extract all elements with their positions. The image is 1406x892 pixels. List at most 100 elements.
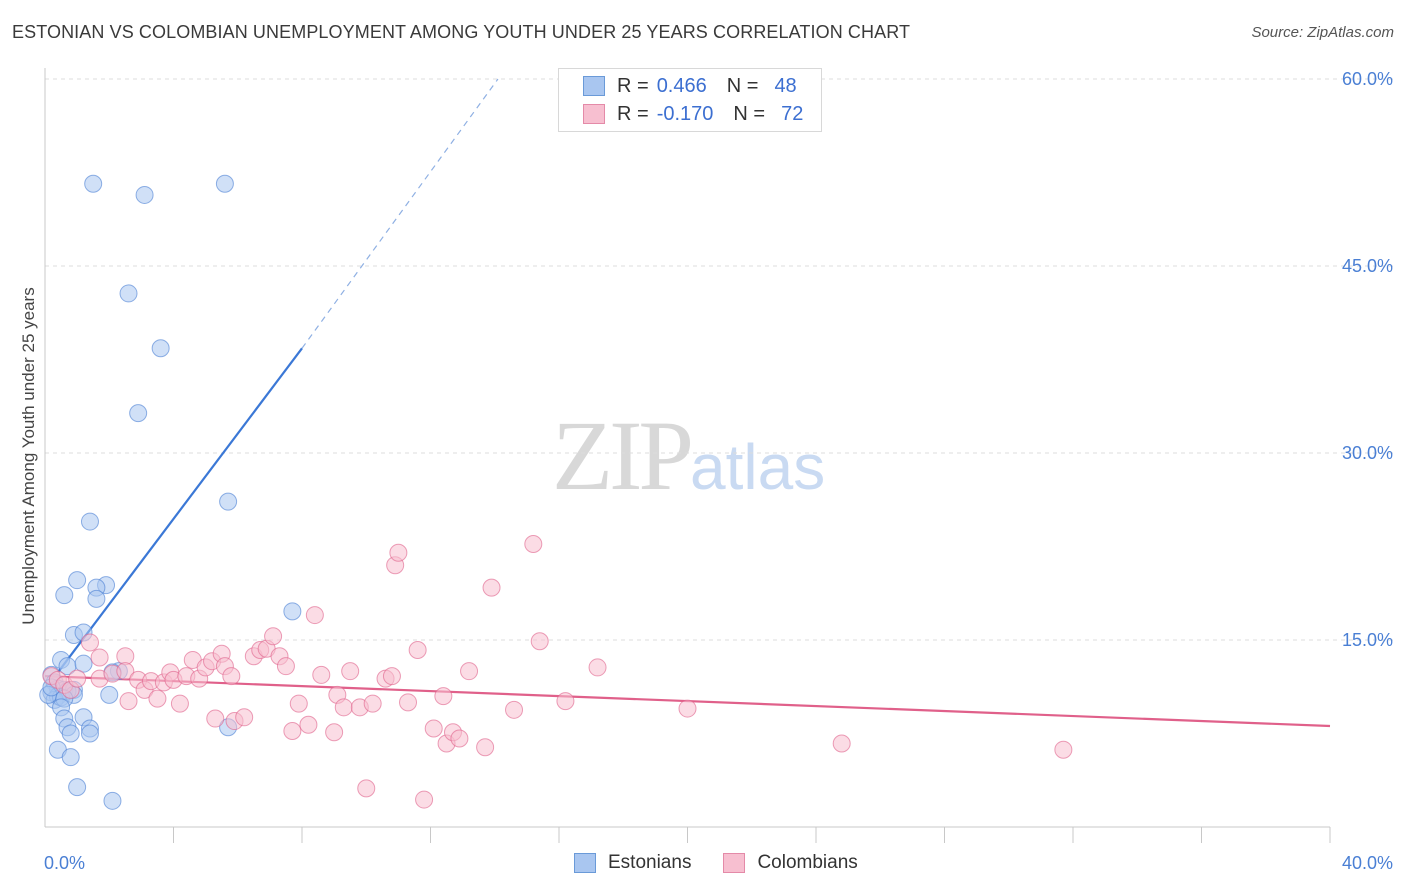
y-tick-label: 45.0% (1342, 256, 1393, 276)
gridlines (45, 78, 1393, 641)
data-point (505, 700, 524, 719)
r-label: R = (617, 74, 649, 97)
y-tick-label: 30.0% (1342, 443, 1393, 463)
y-tick-label: 15.0% (1342, 630, 1393, 650)
data-point (305, 606, 324, 625)
data-point (276, 657, 295, 676)
series-estonians (39, 174, 302, 810)
data-point (170, 694, 189, 713)
data-point (74, 654, 93, 673)
data-point (222, 667, 241, 686)
data-point (524, 535, 543, 554)
data-point (219, 492, 238, 511)
watermark-atlas: atlas (690, 431, 826, 503)
data-point (399, 693, 418, 712)
data-point (334, 698, 353, 717)
data-point (476, 738, 495, 757)
data-point (119, 692, 138, 711)
data-point (100, 685, 119, 704)
data-point (325, 723, 344, 742)
chart-title: ESTONIAN VS COLOMBIAN UNEMPLOYMENT AMONG… (12, 22, 911, 42)
legend-item-estonians[interactable]: Estonians (574, 852, 691, 874)
data-point (299, 715, 318, 734)
legend-item-colombians[interactable]: Colombians (723, 852, 858, 874)
data-point (80, 512, 99, 531)
watermark: ZIPatlas (552, 398, 825, 513)
r-label: R = (617, 102, 649, 125)
data-point (530, 632, 549, 651)
data-point (129, 404, 148, 423)
data-point (68, 571, 87, 590)
legend-row-estonians: R = 0.466 N = 48 (583, 73, 797, 99)
data-point (68, 778, 87, 797)
y-tick-label: 60.0% (1342, 69, 1393, 89)
data-points (39, 174, 1073, 810)
data-point (116, 662, 135, 681)
x-tick-label: 40.0% (1342, 853, 1393, 873)
r-value: 0.466 (656, 74, 707, 97)
data-point (588, 658, 607, 677)
trend-line-estonians-extension (301, 78, 499, 349)
data-point (55, 586, 74, 605)
data-point (283, 722, 302, 741)
data-point (424, 719, 443, 738)
n-label: N = (733, 102, 766, 125)
data-point (215, 174, 234, 193)
data-point (482, 578, 501, 597)
data-point (289, 694, 308, 713)
legend-swatch-estonians (574, 853, 596, 873)
data-point (148, 689, 167, 708)
data-point (357, 779, 376, 798)
n-value: 48 (774, 74, 797, 97)
data-point (460, 662, 479, 681)
legend-label-colombians: Colombians (757, 852, 858, 873)
data-point (80, 724, 99, 743)
data-point (832, 734, 851, 753)
data-point (61, 724, 80, 743)
data-point (389, 543, 408, 562)
data-point (235, 708, 254, 727)
correlation-legend: R = 0.466 N = 48 R = -0.170 N = 72 (558, 68, 822, 132)
data-point (382, 667, 401, 686)
data-point (116, 647, 135, 666)
data-point (341, 662, 360, 681)
data-point (312, 665, 331, 684)
series-colombians (42, 535, 1073, 809)
data-point (90, 648, 109, 667)
legend-swatch-colombians (723, 853, 746, 873)
data-point (363, 694, 382, 713)
trend-lines (44, 78, 1331, 728)
data-point (408, 640, 427, 659)
data-point (103, 791, 122, 810)
series-legend: Estonians Colombians (574, 852, 890, 874)
data-point (84, 174, 103, 193)
legend-label-estonians: Estonians (608, 852, 692, 873)
data-point (68, 669, 87, 688)
data-point (450, 729, 469, 748)
n-value: 72 (781, 102, 804, 125)
x-tick-label: 0.0% (44, 853, 85, 873)
data-point (556, 692, 575, 711)
n-label: N = (726, 74, 759, 97)
data-point (80, 633, 99, 652)
data-point (87, 589, 106, 608)
axis-labels: 15.0% 30.0% 45.0% 60.0% 0.0% 40.0% Unemploymen… (19, 69, 1393, 873)
watermark-zip: ZIP (552, 400, 694, 511)
r-value: -0.170 (656, 102, 714, 125)
data-point (415, 790, 434, 809)
data-point (119, 284, 138, 303)
data-point (283, 602, 302, 621)
data-point (434, 687, 453, 706)
source-label: Source: ZipAtlas.com (1251, 24, 1394, 41)
data-point (135, 185, 154, 204)
data-point (264, 627, 283, 646)
legend-row-colombians: R = -0.170 N = 72 (583, 101, 803, 127)
data-point (206, 709, 225, 728)
y-axis-label: Unemployment Among Youth under 25 years (19, 287, 38, 624)
legend-swatch-colombians (583, 104, 605, 124)
data-point (151, 339, 170, 358)
data-point (1054, 740, 1073, 759)
legend-swatch-estonians (583, 76, 605, 96)
trend-line-estonians (56, 347, 303, 674)
